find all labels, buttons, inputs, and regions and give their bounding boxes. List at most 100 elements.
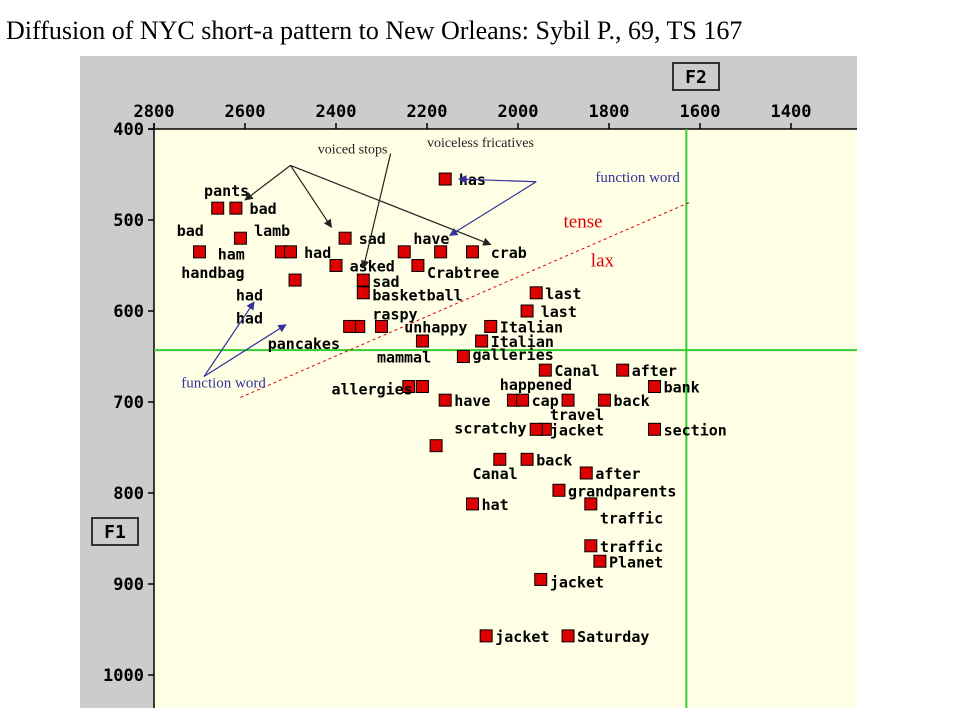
annotation-label: voiceless fricatives [427,136,534,151]
data-point [338,231,352,245]
y-tick-label: 1000 [103,666,144,686]
x-tick-label: 1400 [771,102,812,122]
data-point [402,380,416,394]
annotation-label: function word [595,170,680,186]
word-label: last [545,285,581,303]
data-point [597,393,611,407]
word-label: last [541,303,577,321]
word-label: grandparents [568,482,676,500]
word-label: crab [491,244,527,262]
data-point [229,201,243,215]
word-label: jacket [550,421,604,439]
word-label: have [454,392,490,410]
data-point [579,466,593,480]
word-label: allergies [331,380,412,398]
y-axis-ticks: 400 500 600 700 800 900 1000 [103,120,154,686]
y-tick-label: 600 [113,302,144,322]
x-tick-label: 2600 [225,102,266,122]
data-point [538,363,552,377]
y-tick-label: 500 [113,211,144,231]
data-point [211,201,225,215]
data-point [456,350,470,363]
axis-label-boxes: F2 F1 [91,62,720,546]
data-point [343,319,357,333]
data-point [356,273,370,287]
data-point [529,422,543,436]
word-label: Crabtree [427,264,499,282]
data-point [475,334,489,348]
data-point [329,259,343,272]
plot-area [154,129,857,708]
data-point [288,273,302,287]
word-label: lamb [254,222,290,240]
word-label: after [595,465,640,483]
x-axis-ticks: 2800 2600 2400 2200 2000 1800 1600 1400 [134,102,812,129]
word-label: Canal [554,362,599,380]
word-label: raspy [372,306,417,324]
data-point [466,497,479,511]
data-point [438,393,452,407]
data-point [534,572,548,586]
word-label: ham [218,246,245,264]
word-label: jacket [495,628,549,646]
word-label: handbag [181,264,244,282]
word-label: cap [532,392,559,410]
word-label: hat [482,496,509,514]
data-point [411,259,425,272]
word-label: section [664,421,727,439]
y-tick-label: 900 [113,575,144,595]
data-point [584,539,598,553]
word-label: jacket [550,573,604,591]
annotation-arrows [203,153,537,378]
x-tick-label: 2400 [316,102,357,122]
word-label: traffic [600,538,663,556]
word-label: basketball [372,287,462,305]
x-tick-label: 2000 [498,102,539,122]
word-label: sad [359,230,386,248]
y-tick-label: 700 [113,393,144,413]
data-point [520,304,534,318]
data-point [397,245,411,259]
word-label: pants [204,182,249,200]
data-point [529,286,543,300]
data-point [520,452,534,466]
guide-lines [154,129,857,708]
word-label: bad [250,200,277,218]
tense-lax-boundary [240,201,692,398]
data-point [466,245,479,259]
word-label: had [304,244,331,262]
data-point [484,319,498,333]
annotation-label: voiced stops [318,143,388,158]
word-label: back [614,392,650,410]
word-label: traffic [600,510,663,528]
x-tick-label: 2800 [134,102,175,122]
data-point [561,393,575,407]
data-point [593,554,607,568]
data-point [648,380,661,394]
f1-axis-label: F1 [104,522,126,543]
word-label: Canal [473,465,518,483]
y-tick-label: 400 [113,120,144,140]
data-point [479,629,493,643]
word-label: bad [177,222,204,240]
word-label: galleries [473,346,554,364]
word-label: happened [500,376,572,394]
data-point [415,334,429,348]
word-label: Planet [609,553,663,571]
word-label: scratchy [454,419,526,437]
data-point [233,231,247,245]
data-point [438,172,452,186]
word-label: sad [372,273,399,291]
annotation-label: function word [181,375,266,391]
data-point [429,439,443,453]
tense-lax-line [240,201,692,398]
word-label: unhappy [404,318,467,336]
x-tick-label: 1800 [589,102,630,122]
word-label: Italian [500,318,563,336]
word-label: had [236,287,263,305]
data-point [493,452,507,466]
y-tick-label: 800 [113,484,144,504]
annotations: voiced stops voiceless fricatives function… [181,136,680,391]
annotation-arrow [203,324,287,378]
